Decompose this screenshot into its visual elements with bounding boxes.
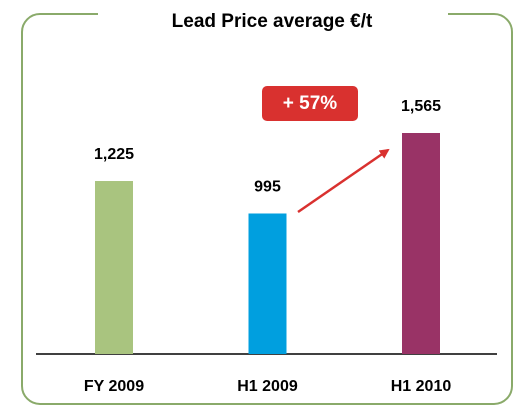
growth-arrow [297,148,390,214]
annotation: + 57% [283,93,338,114]
annotation-box [262,86,358,121]
bar [248,213,287,354]
chart-title: Lead Price average €/t [172,11,373,32]
bar [402,133,440,354]
value-label: 995 [254,179,281,196]
value-label: 1,225 [94,146,134,163]
x-tick-label: H1 2010 [391,378,452,395]
bar [95,181,133,354]
x-tick-label: FY 2009 [84,378,144,395]
value-label: 1,565 [401,98,441,115]
title-background [98,4,448,26]
x-tick-label: H1 2009 [237,378,298,395]
